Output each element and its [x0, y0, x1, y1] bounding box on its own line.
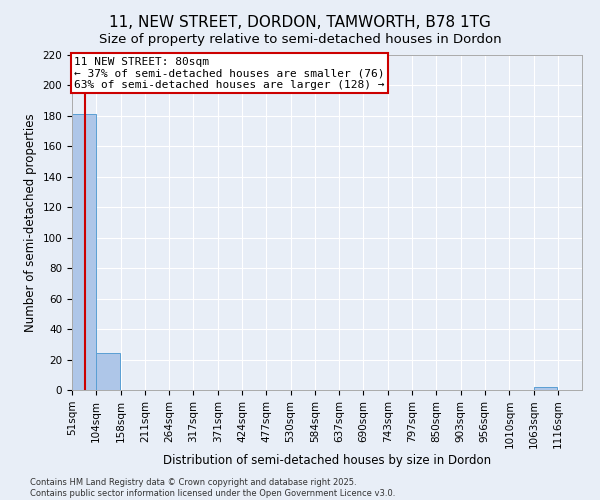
Text: 11, NEW STREET, DORDON, TAMWORTH, B78 1TG: 11, NEW STREET, DORDON, TAMWORTH, B78 1T…	[109, 15, 491, 30]
Bar	[533, 387, 557, 390]
X-axis label: Distribution of semi-detached houses by size in Dordon: Distribution of semi-detached houses by …	[163, 454, 491, 467]
Bar	[72, 114, 96, 390]
Bar	[96, 354, 120, 390]
Text: Contains HM Land Registry data © Crown copyright and database right 2025.
Contai: Contains HM Land Registry data © Crown c…	[30, 478, 395, 498]
Text: Size of property relative to semi-detached houses in Dordon: Size of property relative to semi-detach…	[98, 32, 502, 46]
Text: 11 NEW STREET: 80sqm
← 37% of semi-detached houses are smaller (76)
63% of semi-: 11 NEW STREET: 80sqm ← 37% of semi-detac…	[74, 56, 385, 90]
Y-axis label: Number of semi-detached properties: Number of semi-detached properties	[24, 113, 37, 332]
